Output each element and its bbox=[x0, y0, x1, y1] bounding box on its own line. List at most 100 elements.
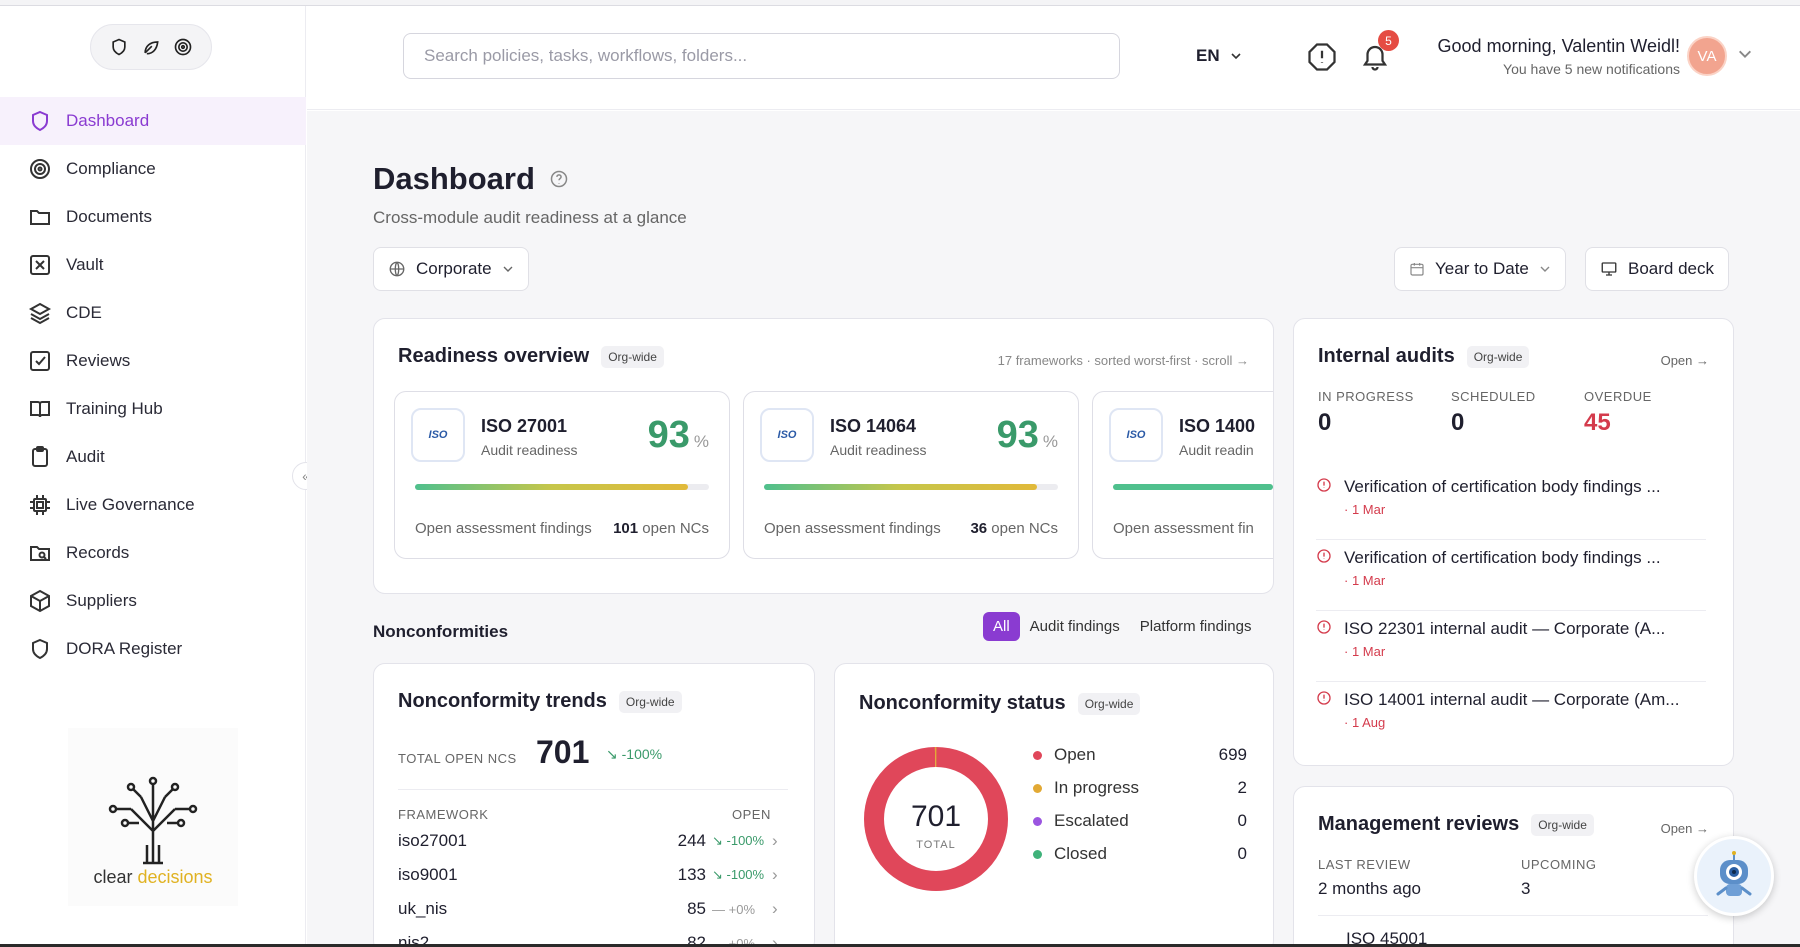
greeting-title: Good morning, Valentin Weidl! bbox=[1437, 36, 1680, 56]
sidebar-item-compliance[interactable]: Compliance bbox=[0, 145, 306, 193]
table-row[interactable]: iso27001 244 ↘ -100% › bbox=[398, 824, 788, 858]
chevron-down-icon[interactable] bbox=[1737, 46, 1753, 62]
greeting-subtitle: You have 5 new notifications bbox=[1503, 61, 1680, 77]
table-row[interactable]: uk_nis 85 — +0% › bbox=[398, 892, 788, 926]
robot-icon bbox=[1716, 851, 1752, 896]
trend-cell: — +0% bbox=[712, 901, 756, 917]
scheduled-label: SCHEDULED bbox=[1451, 389, 1536, 404]
readiness-overview-card: Readiness overview Org-wide 17 framework… bbox=[373, 318, 1274, 594]
sidebar-item-vault[interactable]: Vault bbox=[0, 241, 306, 289]
sidebar-item-records[interactable]: Records bbox=[0, 529, 306, 577]
scope-chip: Org-wide bbox=[1466, 345, 1530, 368]
readiness-progress-bar bbox=[1113, 484, 1273, 490]
scope-chip: Org-wide bbox=[601, 345, 664, 368]
upcoming-label: UPCOMING bbox=[1521, 857, 1597, 872]
sidebar-item-label: Reviews bbox=[66, 351, 131, 370]
sidebar-item-suppliers[interactable]: Suppliers bbox=[0, 577, 306, 625]
sidebar-item-documents[interactable]: Documents bbox=[0, 193, 306, 241]
legend-item-closed: Closed 0 bbox=[1033, 839, 1247, 869]
management-reviews-open-link[interactable]: Open → bbox=[1660, 821, 1709, 836]
last-review-label: LAST REVIEW bbox=[1318, 857, 1411, 872]
chevron-right-icon: › bbox=[772, 933, 778, 947]
internal-audits-title: Internal audits Org-wide bbox=[1318, 345, 1530, 368]
framework-footer: Open assessment fin bbox=[1113, 520, 1273, 537]
audit-date: · 1 Mar bbox=[1344, 502, 1386, 517]
sidebar-item-cde[interactable]: CDE bbox=[0, 289, 306, 337]
shield-icon bbox=[32, 110, 48, 132]
alert-circle-icon bbox=[1317, 620, 1331, 634]
legend-value: 699 bbox=[1218, 745, 1247, 764]
iso-logo-icon: ISO bbox=[411, 408, 465, 462]
audit-list-item[interactable]: ISO 14001 internal audit — Corporate (Am… bbox=[1316, 682, 1706, 753]
target-icon[interactable] bbox=[173, 37, 193, 57]
legend-item-open: Open 699 bbox=[1033, 740, 1247, 770]
management-reviews-card: Management reviews Org-wide Open → LAST … bbox=[1293, 786, 1734, 947]
sidebar-item-reviews[interactable]: Reviews bbox=[0, 337, 306, 385]
avatar[interactable]: VA bbox=[1687, 36, 1727, 76]
page-title-text: Dashboard bbox=[373, 161, 535, 196]
trend-cell: ↘ -100% bbox=[712, 833, 765, 848]
module-switcher[interactable] bbox=[90, 24, 212, 70]
framework-card[interactable]: ISO ISO 1400 Audit readin Open assessmen… bbox=[1092, 391, 1273, 559]
audit-list-item[interactable]: ISO 22301 internal audit — Corporate (A.… bbox=[1316, 611, 1706, 682]
table-row[interactable]: iso9001 133 ↘ -100% › bbox=[398, 858, 788, 892]
open-cell: 133 bbox=[677, 865, 706, 884]
alert-octagon-icon[interactable] bbox=[1307, 42, 1337, 72]
audit-list-item[interactable]: Verification of certification body findi… bbox=[1316, 540, 1706, 611]
legend-label: In progress bbox=[1054, 778, 1140, 797]
filter-audit-findings[interactable]: Audit findings bbox=[1029, 618, 1120, 635]
sidebar-item-dora-register[interactable]: DORA Register bbox=[0, 625, 306, 673]
top-header: EN 5 Good morning, Valentin Weidl! You h… bbox=[307, 6, 1800, 110]
filter-all[interactable]: All bbox=[983, 612, 1020, 641]
readiness-progress-fill bbox=[415, 484, 689, 490]
framework-card[interactable]: ISO ISO 14064 Audit readiness 93% Open a… bbox=[743, 391, 1079, 559]
scope-chip: Org-wide bbox=[1077, 692, 1141, 715]
sidebar-item-training-hub[interactable]: Training Hub bbox=[0, 385, 306, 433]
legend-label: Escalated bbox=[1054, 811, 1129, 830]
shield-icon[interactable] bbox=[109, 37, 129, 57]
readiness-title-text: Readiness overview bbox=[398, 345, 590, 367]
internal-audits-title-text: Internal audits bbox=[1318, 345, 1455, 367]
framework-card[interactable]: ISO ISO 27001 Audit readiness 93% Open a… bbox=[394, 391, 730, 559]
legend-value: 2 bbox=[1237, 778, 1247, 797]
help-circle-icon[interactable] bbox=[549, 169, 569, 189]
internal-audits-card: Internal audits Org-wide Open → IN PROGR… bbox=[1293, 318, 1734, 766]
sidebar-item-dashboard[interactable]: Dashboard bbox=[0, 97, 306, 145]
filter-platform-findings[interactable]: Platform findings bbox=[1139, 618, 1252, 635]
upcoming-value: 3 bbox=[1521, 879, 1531, 898]
framework-name: ISO 14064 bbox=[830, 416, 917, 436]
sidebar-item-audit[interactable]: Audit bbox=[0, 433, 306, 481]
sidebar-item-live-governance[interactable]: Live Governance bbox=[0, 481, 306, 529]
alert-circle-icon bbox=[1317, 691, 1331, 705]
open-cell: 82 bbox=[687, 933, 706, 947]
alert-circle-icon bbox=[1317, 478, 1331, 492]
leaf-icon[interactable] bbox=[141, 37, 161, 57]
box-icon bbox=[30, 589, 50, 613]
status-title: Nonconformity status Org-wide bbox=[859, 692, 1141, 715]
assistant-robot-button[interactable] bbox=[1694, 836, 1774, 916]
readiness-progress-bar bbox=[764, 484, 1058, 490]
internal-audits-open-link[interactable]: Open → bbox=[1660, 353, 1709, 368]
bell-icon[interactable] bbox=[1360, 42, 1390, 72]
period-selector[interactable]: Year to Date bbox=[1394, 247, 1566, 291]
scope-selector[interactable]: Corporate bbox=[373, 247, 529, 291]
brand-logo: clear decisions bbox=[68, 728, 238, 906]
overdue-label: OVERDUE bbox=[1584, 389, 1652, 404]
readiness-progress-fill bbox=[764, 484, 1038, 490]
page-title: Dashboard bbox=[373, 161, 569, 197]
audit-list-item[interactable]: Verification of certification body findi… bbox=[1316, 469, 1706, 540]
scope-label: Corporate bbox=[416, 259, 492, 278]
in-progress-value: 0 bbox=[1318, 409, 1332, 436]
open-cell: 85 bbox=[687, 899, 706, 918]
layers-icon bbox=[28, 302, 52, 325]
sidebar-item-label: Suppliers bbox=[66, 591, 137, 610]
board-deck-button[interactable]: Board deck bbox=[1585, 247, 1729, 291]
search-input[interactable] bbox=[403, 33, 1120, 79]
table-row[interactable]: nis2 82 — +0% › bbox=[398, 926, 788, 947]
target-icon bbox=[30, 159, 50, 179]
sidebar: Dashboard Compliance Documents Vault CDE… bbox=[0, 6, 306, 944]
language-selector[interactable]: EN bbox=[1196, 46, 1242, 66]
clipboard-icon bbox=[32, 446, 48, 467]
language-label: EN bbox=[1196, 46, 1220, 65]
legend-label: Open bbox=[1054, 745, 1096, 764]
